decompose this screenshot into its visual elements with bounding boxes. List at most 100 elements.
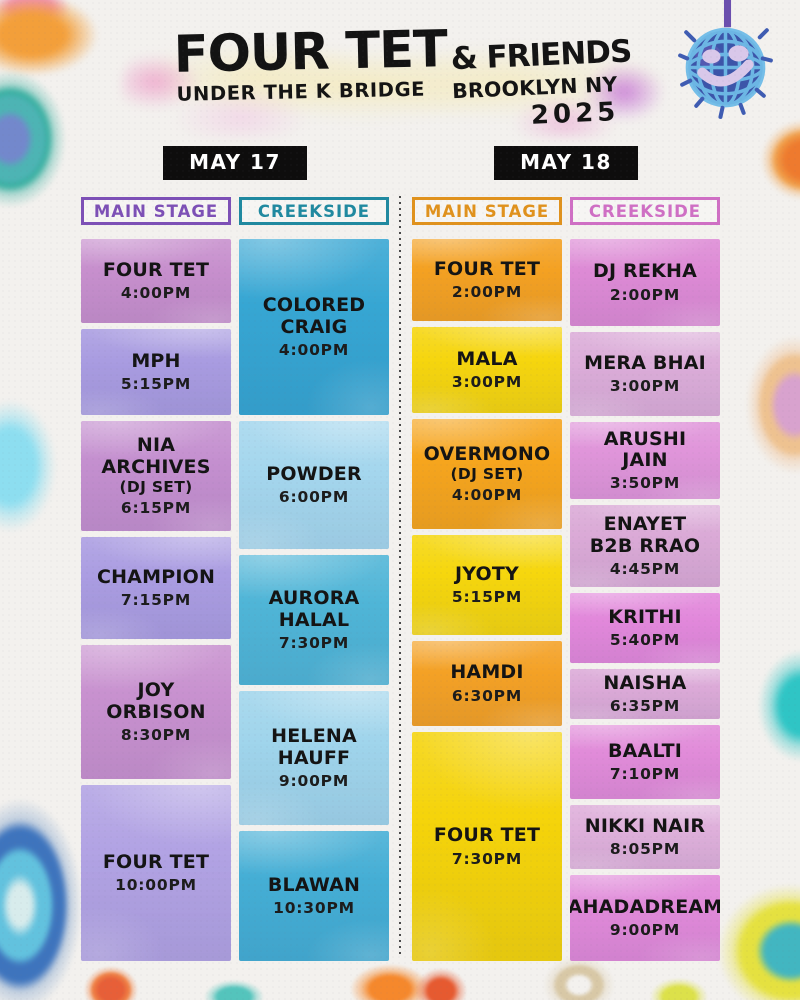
set-time: 5:40PM <box>609 631 681 650</box>
artist-name: NIA ARCHIVES <box>101 434 211 478</box>
artist-name: NIKKI NAIR <box>584 814 706 837</box>
day-divider-dotted-line <box>399 196 401 958</box>
slot-list: DJ REKHA 2:00PM MERA BHAI 3:00PM ARUSHI JAIN… <box>570 239 720 961</box>
watercolor-blob <box>84 966 138 1000</box>
artist-name: HAMDI <box>450 661 524 684</box>
schedule-slot: MERA BHAI 3:00PM <box>570 332 720 416</box>
stage-header: MAIN STAGE <box>412 197 562 225</box>
watercolor-blob <box>0 0 70 30</box>
artist-name: OVERMONO <box>423 442 551 465</box>
artist-name: DJ REKHA <box>593 260 697 283</box>
schedule-slot: AHADADREAM 9:00PM <box>570 875 720 961</box>
stage-header: MAIN STAGE <box>81 197 231 225</box>
set-time: 4:00PM <box>451 486 523 505</box>
stage-column: CREEKSIDE COLORED CRAIG 4:00PM POWDER 6:00PM… <box>239 197 389 961</box>
set-time: 3:00PM <box>609 377 681 396</box>
set-time: 6:35PM <box>609 697 681 716</box>
set-time: 9:00PM <box>609 921 681 940</box>
schedule-slot: OVERMONO (DJ SET) 4:00PM <box>412 419 562 529</box>
watercolor-blob <box>543 956 615 1000</box>
set-time: 7:10PM <box>609 765 681 784</box>
set-time: 2:00PM <box>609 285 681 304</box>
schedule-slot: HAMDI 6:30PM <box>412 641 562 726</box>
artist-name: AHADADREAM <box>570 895 720 918</box>
schedule-slot: NIA ARCHIVES (DJ SET) 6:15PM <box>81 421 231 531</box>
stage-row: MAIN STAGE FOUR TET 4:00PM MPH 5:15PM NIA ARC… <box>81 197 389 961</box>
set-time: 6:15PM <box>120 498 192 517</box>
set-time: 10:00PM <box>115 876 197 895</box>
artist-name: JYOTY <box>454 562 520 585</box>
artist-name: ARUSHI JAIN <box>603 427 687 471</box>
watercolor-blob <box>350 964 430 1000</box>
set-time: 9:00PM <box>278 771 350 790</box>
set-time: 5:15PM <box>120 375 192 394</box>
schedule-slot: FOUR TET 7:30PM <box>412 732 562 961</box>
schedule-slot: DJ REKHA 2:00PM <box>570 239 720 326</box>
schedule-slot: MALA 3:00PM <box>412 327 562 413</box>
set-time: 3:50PM <box>609 474 681 493</box>
set-time: 6:00PM <box>278 488 350 507</box>
stage-column: MAIN STAGE FOUR TET 4:00PM MPH 5:15PM NIA ARC… <box>81 197 231 961</box>
schedule-slot: KRITHI 5:40PM <box>570 593 720 663</box>
set-time: 3:00PM <box>451 373 523 392</box>
watercolor-blob <box>746 336 800 474</box>
artist-name: FOUR TET <box>102 850 210 873</box>
artist-name: BAALTI <box>607 739 683 762</box>
set-time: 4:45PM <box>609 559 681 578</box>
schedule-slot: HELENA HAUFF 9:00PM <box>239 691 389 825</box>
watercolor-blob <box>0 70 66 208</box>
watercolor-blob <box>415 968 467 1000</box>
schedule-slot: FOUR TET 2:00PM <box>412 239 562 321</box>
watercolor-blob <box>0 0 98 76</box>
watercolor-blob <box>758 650 800 762</box>
schedule-slot: JOY ORBISON 8:30PM <box>81 645 231 779</box>
title-right-group: & FRIENDS BROOKLYN NY 2025 <box>449 33 650 134</box>
artist-name: POWDER <box>266 462 362 485</box>
disco-ball-icon <box>678 0 773 119</box>
schedule-slot: BLAWAN 10:30PM <box>239 831 389 961</box>
set-time: 2:00PM <box>451 283 523 302</box>
artist-name: COLORED CRAIG <box>262 294 366 338</box>
schedule-slot: AURORA HALAL 7:30PM <box>239 555 389 685</box>
artist-name: JOY ORBISON <box>106 679 206 723</box>
day-badge: MAY 18 <box>494 146 638 180</box>
slot-list: COLORED CRAIG 4:00PM POWDER 6:00PM AURORA HA… <box>239 239 389 961</box>
set-time: 10:30PM <box>273 899 355 918</box>
artist-name: NAISHA <box>603 671 687 694</box>
artist-name: BLAWAN <box>267 873 361 896</box>
schedule-slot: ENAYET B2B RRAO 4:45PM <box>570 505 720 587</box>
artist-name: CHAMPION <box>96 565 216 588</box>
watercolor-blob <box>0 400 56 532</box>
artist-name: KRITHI <box>608 605 682 628</box>
artist-name: FOUR TET <box>433 824 541 847</box>
poster-title: FOUR TET <box>173 20 448 85</box>
stage-column: MAIN STAGE FOUR TET 2:00PM MALA 3:00PM OVERMO… <box>412 197 562 961</box>
set-time: 7:30PM <box>451 849 523 868</box>
artist-name: FOUR TET <box>433 257 541 280</box>
artist-detail: (DJ SET) <box>119 477 193 496</box>
schedule-slot: NIKKI NAIR 8:05PM <box>570 805 720 869</box>
day-column: MAY 17 MAIN STAGE FOUR TET 4:00PM MPH 5:15PM N… <box>81 146 389 961</box>
artist-name: HELENA HAUFF <box>271 725 357 769</box>
schedule-slot: FOUR TET 4:00PM <box>81 239 231 323</box>
watercolor-blob <box>761 120 800 200</box>
set-time: 8:05PM <box>609 840 681 859</box>
schedule-slot: POWDER 6:00PM <box>239 421 389 549</box>
poster-title-suffix: & FRIENDS <box>449 33 632 78</box>
set-time: 4:00PM <box>120 284 192 303</box>
stage-column: CREEKSIDE DJ REKHA 2:00PM MERA BHAI 3:00PM AR… <box>570 197 720 961</box>
schedule-slot: MPH 5:15PM <box>81 329 231 415</box>
artist-name: MALA <box>456 347 518 370</box>
watercolor-blob <box>650 978 708 1000</box>
schedule-slot: BAALTI 7:10PM <box>570 725 720 799</box>
schedule-slot: CHAMPION 7:15PM <box>81 537 231 639</box>
title-watercolor-wash <box>122 36 662 138</box>
set-time: 6:30PM <box>451 686 523 705</box>
schedule-slot: NAISHA 6:35PM <box>570 669 720 719</box>
stage-header: CREEKSIDE <box>239 197 389 225</box>
set-time: 5:15PM <box>451 588 523 607</box>
title-left-group: FOUR TET UNDER THE K BRIDGE <box>173 20 448 106</box>
set-time: 8:30PM <box>120 725 192 744</box>
schedule-slot: FOUR TET 10:00PM <box>81 785 231 961</box>
